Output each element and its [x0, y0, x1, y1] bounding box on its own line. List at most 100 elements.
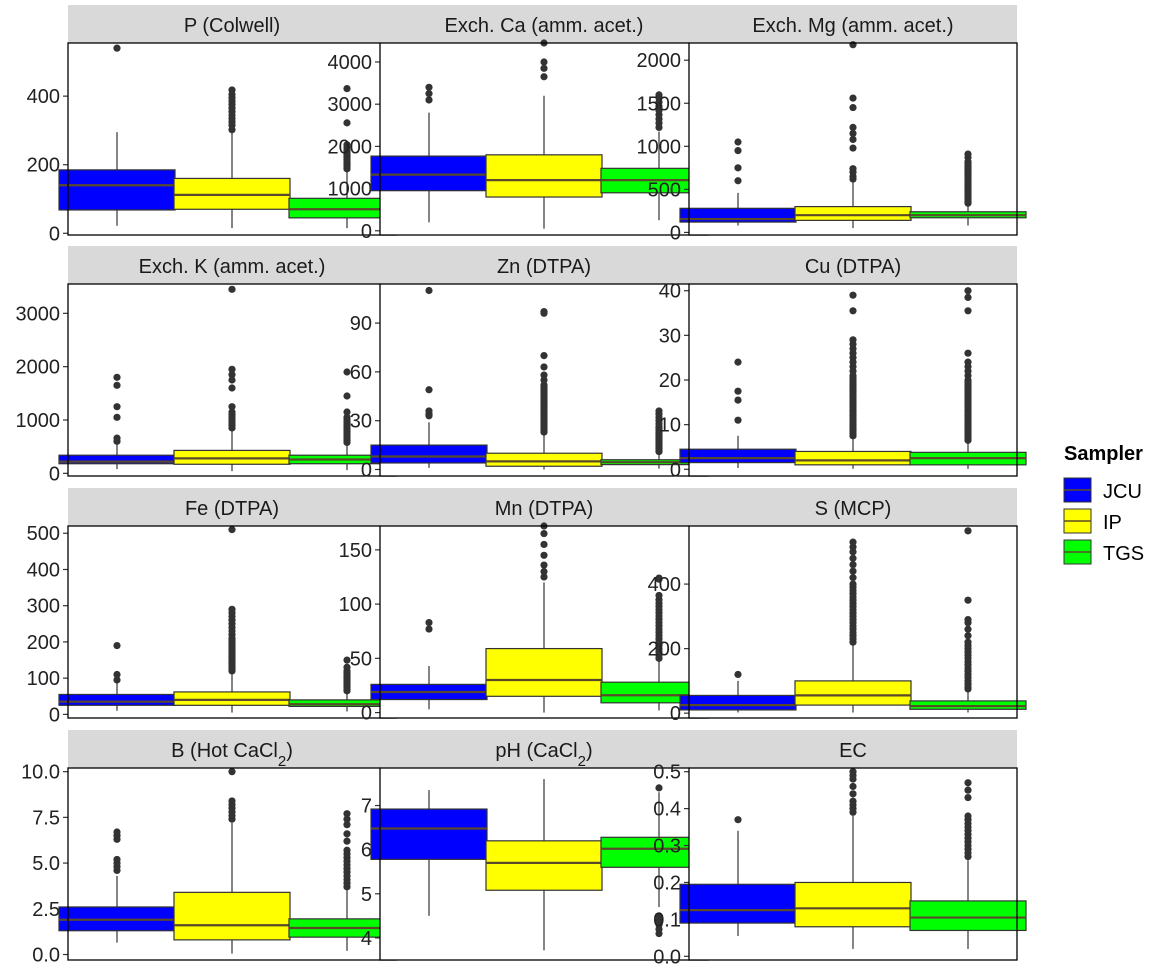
- box-jcu: [679, 358, 797, 468]
- y-tick-label: 20: [659, 370, 681, 392]
- box-ip: [485, 522, 603, 713]
- outlier-point: [849, 135, 857, 144]
- y-tick-label: 4: [361, 928, 372, 950]
- outlier-point: [849, 768, 857, 776]
- box-ip: [794, 291, 912, 469]
- y-tick-label: 0: [49, 704, 60, 726]
- outlier-point: [964, 150, 972, 158]
- panel-title: Mn (DTPA): [495, 498, 594, 520]
- outlier-point: [540, 567, 548, 576]
- y-tick-label: 5.0: [32, 853, 60, 875]
- y-tick-label: 200: [27, 155, 60, 177]
- panel: B (Hot CaCl2)0.02.55.07.510.0: [21, 730, 406, 967]
- box-ip: [173, 526, 291, 713]
- outlier-point: [540, 551, 548, 559]
- panel-strip: [380, 5, 708, 43]
- outlier-point: [734, 147, 742, 155]
- outlier-point: [655, 574, 663, 582]
- y-tick-label: 500: [648, 179, 681, 201]
- outlier-point: [849, 561, 857, 569]
- outlier-point: [425, 90, 433, 98]
- outlier-point: [343, 85, 351, 93]
- y-tick-label: 0: [49, 223, 60, 245]
- plot-border: [688, 767, 1018, 961]
- outlier-point: [849, 94, 857, 102]
- outlier-point: [964, 358, 972, 366]
- y-tick-label: 100: [27, 668, 60, 690]
- outlier-point: [964, 638, 972, 646]
- panel: S (MCP) 0 200 400: [648, 488, 1027, 725]
- outlier-point: [228, 376, 236, 384]
- panel-strip: [380, 246, 708, 284]
- outlier-point: [964, 786, 972, 794]
- panel-title-subscript: 2: [578, 753, 586, 770]
- y-tick-label: 0.0: [32, 945, 60, 967]
- y-tick-label: 0.1: [653, 909, 681, 931]
- y-tick-label: 400: [27, 86, 60, 108]
- outlier-point: [849, 307, 857, 315]
- y-tick-label: 60: [350, 362, 372, 384]
- panel-title-end: ): [586, 740, 593, 762]
- panel-title: EC: [839, 740, 867, 762]
- outlier-point: [113, 670, 121, 679]
- box-ip: [485, 39, 603, 229]
- box-ip: [485, 779, 603, 951]
- y-tick-label: 1000: [16, 410, 61, 432]
- box-jcu: [370, 286, 488, 468]
- panel: Cu (DTPA) 0 10 20 30 40: [659, 246, 1027, 481]
- box-jcu: [58, 44, 176, 226]
- y-tick-label: 100: [339, 594, 372, 616]
- outlier-point: [343, 837, 351, 845]
- outlier-point: [113, 44, 121, 52]
- outlier-point: [228, 768, 236, 776]
- box-iqr: [485, 452, 603, 467]
- panel-title-subscript: 2: [278, 753, 286, 770]
- box-iqr: [370, 155, 488, 192]
- box-iqr: [794, 205, 912, 221]
- outlier-point: [343, 141, 351, 149]
- outlier-point: [540, 73, 548, 81]
- y-tick-label: 30: [659, 325, 681, 347]
- box-iqr: [794, 680, 912, 706]
- outlier-point: [540, 351, 548, 360]
- outlier-point: [734, 164, 742, 172]
- box-tgs: [288, 368, 406, 471]
- box-iqr: [909, 900, 1027, 932]
- outlier-point: [540, 363, 548, 371]
- panel-title: Cu (DTPA): [805, 256, 901, 278]
- outlier-point: [849, 580, 857, 588]
- outlier-point: [228, 403, 236, 411]
- outlier-point: [228, 285, 236, 293]
- panel-strip: [689, 246, 1017, 284]
- panel-strip: [68, 5, 396, 43]
- outlier-point: [113, 828, 121, 836]
- outlier-point: [343, 821, 351, 829]
- outlier-point: [655, 407, 663, 415]
- y-tick-label: 0: [49, 463, 60, 485]
- y-tick-label: 1000: [637, 136, 682, 158]
- y-tick-label: 0: [361, 459, 372, 481]
- outlier-point: [228, 384, 236, 392]
- y-tick-label: 2000: [637, 50, 682, 72]
- plot-border: [688, 283, 1018, 477]
- panel-title: Exch. Ca (amm. acet.): [445, 15, 644, 37]
- outlier-point: [655, 784, 663, 792]
- outlier-point: [540, 529, 548, 538]
- outlier-point: [343, 408, 351, 416]
- outlier-point: [343, 815, 351, 823]
- box-iqr: [58, 693, 176, 706]
- outlier-point: [849, 567, 857, 575]
- outlier-point: [964, 779, 972, 787]
- outlier-point: [849, 291, 857, 299]
- box-iqr: [58, 169, 176, 211]
- y-tick-label: 200: [27, 632, 60, 654]
- outlier-point: [113, 381, 121, 389]
- box-iqr: [485, 154, 603, 198]
- y-tick-label: 10.0: [21, 762, 60, 784]
- y-tick-label: 2000: [328, 136, 373, 158]
- y-tick-label: 5: [361, 884, 372, 906]
- outlier-point: [425, 96, 433, 104]
- panel-title-end: ): [286, 740, 293, 762]
- outlier-point: [849, 165, 857, 173]
